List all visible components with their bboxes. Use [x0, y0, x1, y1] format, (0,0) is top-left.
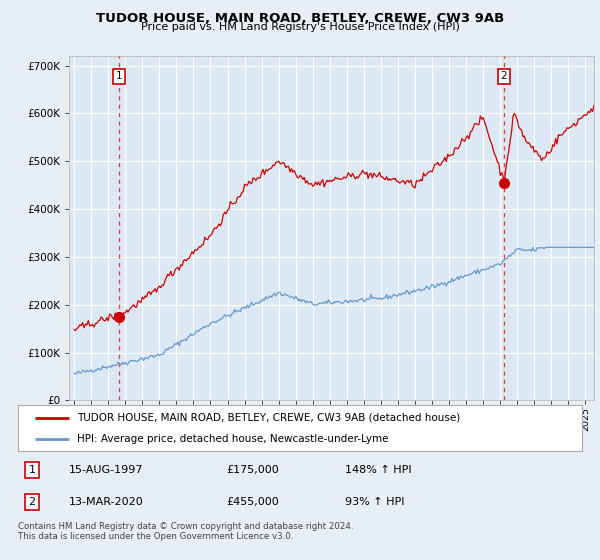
Text: 15-AUG-1997: 15-AUG-1997 — [69, 465, 143, 475]
Text: 1: 1 — [115, 72, 122, 82]
Text: 148% ↑ HPI: 148% ↑ HPI — [345, 465, 412, 475]
Text: TUDOR HOUSE, MAIN ROAD, BETLEY, CREWE, CW3 9AB: TUDOR HOUSE, MAIN ROAD, BETLEY, CREWE, C… — [96, 12, 504, 25]
Text: TUDOR HOUSE, MAIN ROAD, BETLEY, CREWE, CW3 9AB (detached house): TUDOR HOUSE, MAIN ROAD, BETLEY, CREWE, C… — [77, 413, 460, 423]
Text: Contains HM Land Registry data © Crown copyright and database right 2024.
This d: Contains HM Land Registry data © Crown c… — [18, 522, 353, 542]
Text: Price paid vs. HM Land Registry's House Price Index (HPI): Price paid vs. HM Land Registry's House … — [140, 22, 460, 32]
Text: HPI: Average price, detached house, Newcastle-under-Lyme: HPI: Average price, detached house, Newc… — [77, 434, 389, 444]
Text: 93% ↑ HPI: 93% ↑ HPI — [345, 497, 404, 507]
Text: £175,000: £175,000 — [227, 465, 280, 475]
Text: 2: 2 — [29, 497, 35, 507]
Text: £455,000: £455,000 — [227, 497, 280, 507]
Text: 1: 1 — [29, 465, 35, 475]
Text: 13-MAR-2020: 13-MAR-2020 — [69, 497, 143, 507]
Text: 2: 2 — [500, 72, 507, 82]
